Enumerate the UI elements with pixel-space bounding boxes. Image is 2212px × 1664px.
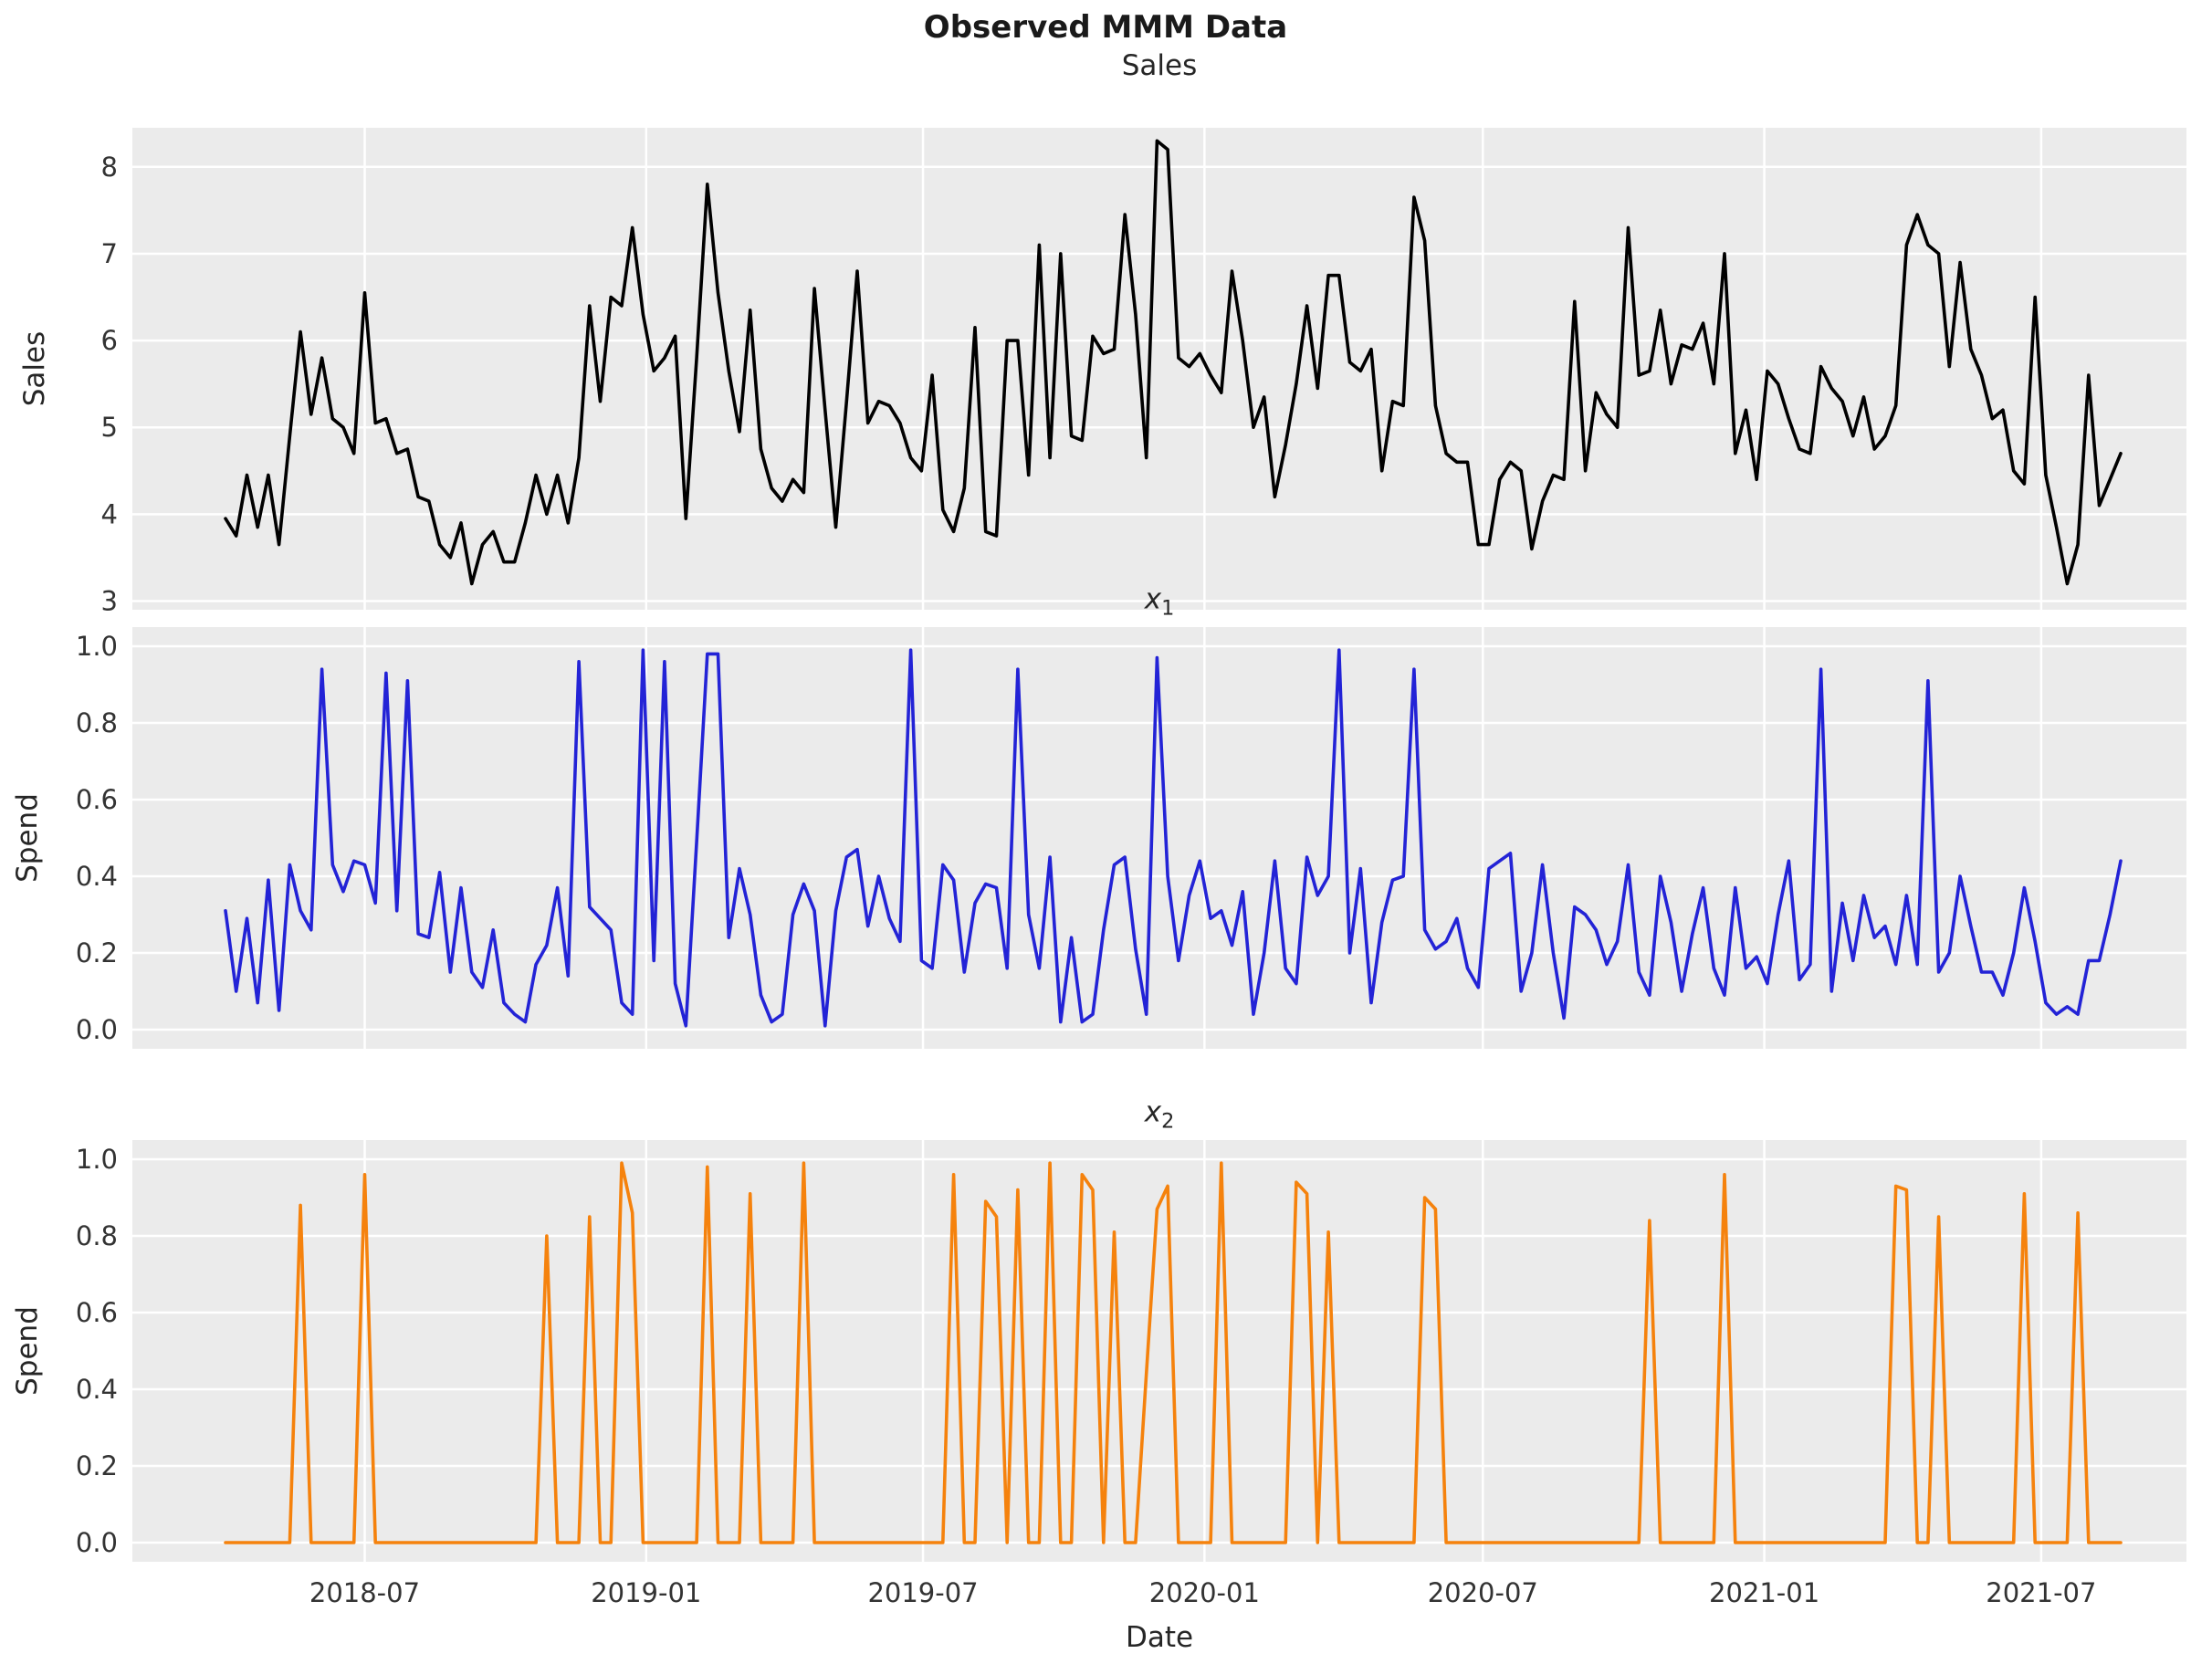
xtick-2019-01: 2019-01 [591, 1577, 701, 1608]
x1-ytick-0.8: 0.8 [76, 707, 118, 738]
x2-ytick-0.2: 0.2 [76, 1450, 118, 1481]
x2-ytick-0.4: 0.4 [76, 1374, 118, 1405]
x1-ytick-0.0: 0.0 [76, 1014, 118, 1045]
sales-axes-background [132, 128, 2186, 610]
x-axis-label: Date [1125, 1621, 1194, 1654]
y-axis-label-spend-x1: Spend [11, 793, 44, 883]
sales-ytick-5: 5 [101, 412, 118, 443]
x1-line [224, 648, 2123, 1028]
sales-ytick-3: 3 [101, 585, 118, 616]
y-axis-label-spend-x2: Spend [11, 1306, 44, 1396]
x1-ytick-0.6: 0.6 [76, 784, 118, 815]
sales-ytick-7: 7 [101, 238, 118, 269]
subplot-title-x1: x1 [1145, 582, 1175, 620]
xtick-2018-07: 2018-07 [309, 1577, 420, 1608]
subplot-title-x2: x2 [1145, 1095, 1175, 1133]
x2-ytick-1.0: 1.0 [76, 1144, 118, 1175]
subplot-title-sales: Sales [1121, 49, 1198, 82]
xtick-2019-07: 2019-07 [867, 1577, 978, 1608]
x1-title-base: x [1144, 582, 1162, 616]
x1-title-sub: 1 [1161, 596, 1175, 621]
figure-title: Observed MMM Data [923, 9, 1288, 46]
y-axis-label-sales: Sales [18, 330, 51, 407]
sales-ytick-6: 6 [101, 325, 118, 356]
x2-ytick-0.8: 0.8 [76, 1220, 118, 1251]
x2-ytick-0.6: 0.6 [76, 1297, 118, 1328]
sales-ytick-8: 8 [101, 152, 118, 183]
x2-ytick-0.0: 0.0 [76, 1527, 118, 1558]
sales-ytick-4: 4 [101, 498, 118, 529]
x2-axes-background [132, 1140, 2186, 1562]
xtick-2021-01: 2021-01 [1709, 1577, 1819, 1608]
x2-line [224, 1161, 2123, 1544]
x1-ytick-1.0: 1.0 [76, 631, 118, 662]
x1-ytick-0.2: 0.2 [76, 937, 118, 968]
x2-title-base: x [1144, 1095, 1162, 1129]
x2-title-sub: 2 [1161, 1109, 1175, 1134]
xtick-2021-07: 2021-07 [1986, 1577, 2096, 1608]
sales-line [224, 139, 2123, 586]
xtick-2020-01: 2020-01 [1149, 1577, 1260, 1608]
x1-ytick-0.4: 0.4 [76, 861, 118, 892]
xtick-2020-07: 2020-07 [1428, 1577, 1538, 1608]
